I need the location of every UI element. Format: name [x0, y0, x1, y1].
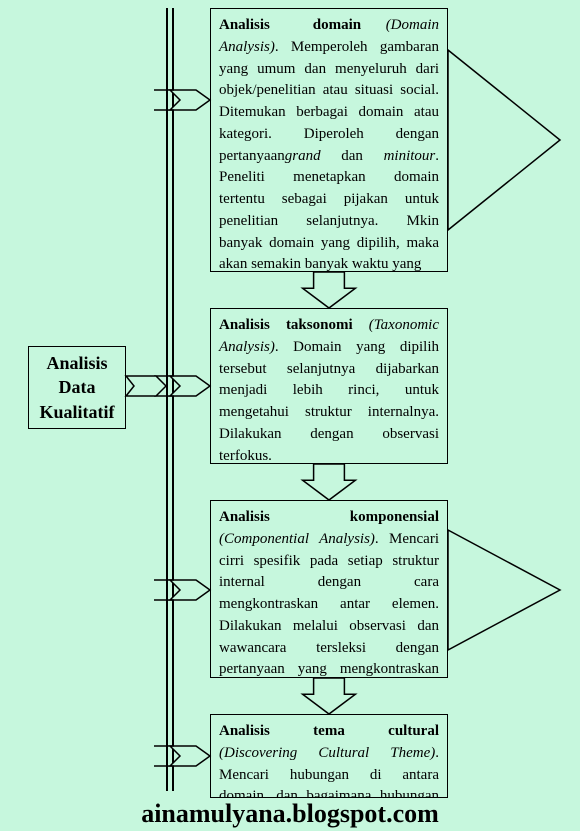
- analysis-box-3: Analisis komponensial (Componential Anal…: [210, 500, 448, 678]
- root-label-line: Kualitatif: [35, 400, 119, 424]
- connector-right-1: [170, 90, 210, 110]
- analysis-box-1: Analisis domain (Domain Analysis). Mempe…: [210, 8, 448, 272]
- leftbox-connector: [126, 376, 166, 396]
- down-arrow-2: [303, 464, 356, 500]
- connector-right-4: [170, 746, 210, 766]
- down-arrow-3: [303, 678, 356, 714]
- connector-right-3: [170, 580, 210, 600]
- right-chevron-2: [448, 530, 560, 650]
- watermark-text: ainamulyana.blogspot.com: [0, 799, 580, 829]
- analysis-box-4: Analisis tema cultural (Discovering Cult…: [210, 714, 448, 798]
- root-label-line: Analisis: [35, 351, 119, 375]
- connector-right-2: [170, 376, 210, 396]
- vertical-line-left: [166, 8, 168, 791]
- vertical-line-right: [172, 8, 174, 791]
- analysis-box-2: Analisis taksonomi (Taxonomic Analysis).…: [210, 308, 448, 464]
- down-arrow-1: [303, 272, 356, 308]
- root-label-box: AnalisisDataKualitatif: [28, 346, 126, 429]
- root-label-line: Data: [35, 375, 119, 399]
- right-chevron-1: [448, 50, 560, 230]
